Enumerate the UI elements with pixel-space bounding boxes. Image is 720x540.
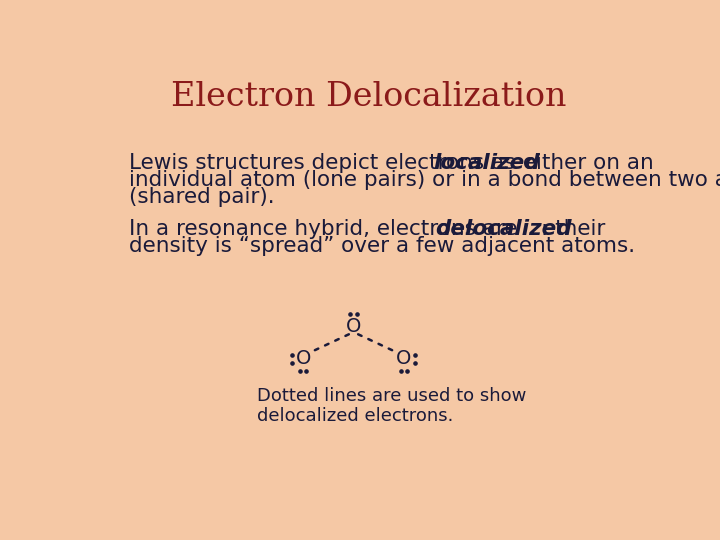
Text: localized: localized	[433, 153, 540, 173]
Text: individual atom (lone pairs) or in a bond between two atoms: individual atom (lone pairs) or in a bon…	[129, 170, 720, 190]
Text: density is “spread” over a few adjacent atoms.: density is “spread” over a few adjacent …	[129, 236, 635, 256]
Text: O: O	[295, 349, 311, 368]
Text: either on an: either on an	[516, 153, 654, 173]
Text: : their: : their	[541, 219, 606, 239]
Text: delocalized: delocalized	[435, 219, 572, 239]
Text: Dotted lines are used to show
delocalized electrons.: Dotted lines are used to show delocalize…	[256, 387, 526, 426]
Text: Electron Delocalization: Electron Delocalization	[171, 81, 567, 113]
Text: (shared pair).: (shared pair).	[129, 187, 274, 207]
Text: In a resonance hybrid, electrons are: In a resonance hybrid, electrons are	[129, 219, 524, 239]
Text: Lewis structures depict electrons as: Lewis structures depict electrons as	[129, 153, 522, 173]
Text: O: O	[396, 349, 412, 368]
Text: O: O	[346, 317, 361, 336]
